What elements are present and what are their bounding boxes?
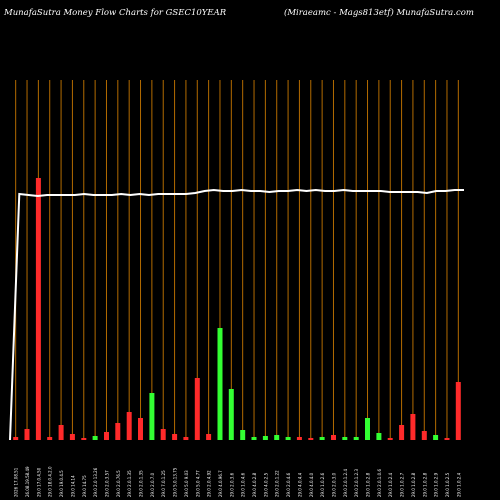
- bar: [126, 412, 132, 440]
- bar: [455, 382, 461, 440]
- bar: [183, 437, 189, 440]
- bar: [92, 436, 98, 440]
- x-tick-label: 29.0 2.0.3.0: [332, 472, 337, 497]
- x-tick-label: 29.0 2.0.3.6: [229, 472, 234, 497]
- bar: [387, 438, 393, 440]
- x-tick-label: 29.0 5.0.13.75: [173, 467, 178, 497]
- bar: [160, 429, 166, 440]
- bar: [331, 435, 336, 440]
- x-tick-label: 29.0 4.0.2.8: [252, 472, 257, 497]
- bar: [274, 435, 280, 440]
- x-tick-label: 29.0 1.0.2.8: [366, 472, 371, 497]
- x-tick-label: 29.0 1.0.4.6: [241, 472, 246, 497]
- bar: [149, 393, 155, 440]
- x-tick-label: 29.0 4.0.96.7: [218, 470, 223, 497]
- bar: [104, 432, 109, 440]
- x-tick-label: 29.0 2.0.7.0: [150, 472, 155, 497]
- x-tick-label: 29.0 1.0.2.7: [400, 472, 405, 497]
- bar: [399, 425, 405, 440]
- bar: [433, 435, 439, 440]
- x-tick-label: 29.0 4.0.4.0: [309, 472, 314, 497]
- x-tick-label: 29.0 2.0 13.26: [93, 467, 98, 497]
- bar: [365, 418, 370, 440]
- x-tick-label: 29.0 1.0.2.8: [422, 472, 427, 497]
- bar: [81, 438, 87, 440]
- bar: [410, 414, 416, 440]
- bar: [444, 438, 450, 440]
- x-tick-label: 29.0 7.0.1.25: [161, 470, 166, 497]
- bar: [35, 178, 41, 440]
- x-tick-label: 29.0 2.0.3.57: [105, 470, 110, 497]
- x-tick-label: 29.0 5.0 4.77: [195, 470, 200, 497]
- chart-subtitle: (Miraeamc - Mags813etf) MunafaSutra.com: [284, 8, 474, 18]
- bar: [262, 436, 268, 440]
- bar: [296, 437, 302, 440]
- x-tick-label: 29.0 2.0.1.35: [139, 470, 144, 497]
- x-tick-label: 29.0 1.0.2.8: [411, 472, 416, 497]
- bar: [13, 437, 19, 440]
- x-tick-label: 2026 17.08.51: [14, 467, 19, 497]
- x-tick-label: 29.0 18.0.4.2.0: [48, 466, 53, 497]
- chart-title: MunafaSutra Money Flow Charts for GSEC10…: [4, 8, 227, 18]
- x-axis-labels: 2026 17.08.51 26.08.19.58.49 29.0 17.0.4.5…: [14, 466, 462, 497]
- x-tick-label: 29.0 2.0.1.2.4: [343, 469, 348, 497]
- bar: [228, 389, 234, 440]
- bar: [251, 437, 257, 440]
- x-tick-label: 29.0 1.0.2.4: [456, 472, 461, 497]
- bar: [172, 434, 178, 440]
- bar: [308, 438, 314, 440]
- bar: [58, 425, 64, 440]
- x-tick-label: 29.0 5.0 9.03: [184, 470, 189, 497]
- x-tick-label: 29.0 1.0.2.4: [388, 472, 393, 497]
- bar: [24, 429, 30, 440]
- x-tick-label: 29.0 2.0.4.92: [207, 470, 212, 497]
- bar: [421, 431, 427, 440]
- x-tick-label: 29.0 2.0.1.22: [275, 470, 280, 497]
- bar: [194, 378, 200, 440]
- bar: [138, 418, 143, 440]
- x-tick-label: 29.0 2.0.76.5: [116, 470, 121, 497]
- bar: [69, 434, 75, 440]
- x-tick-label: 29.0 2.0.1.0.6: [377, 469, 382, 497]
- grid-lines: [15, 80, 459, 440]
- x-tick-label: 29.0 2.0.4.6: [286, 472, 291, 497]
- bar: [240, 430, 246, 440]
- x-tick-label: 29.0 1.0.2.5: [445, 472, 450, 497]
- x-tick-label: 29.0 14.75: [82, 475, 87, 497]
- bar: [342, 437, 348, 440]
- money-flow-line: [9, 188, 464, 441]
- x-tick-label: 29.0 1.0.2.6: [320, 472, 325, 497]
- bar: [319, 437, 325, 440]
- x-tick-label: 29.0 17.0.4.50: [36, 467, 41, 497]
- x-tick-label: 29.0 1.0.2.9: [434, 472, 439, 497]
- x-tick-label: 29.0 4.0.2.5: [263, 472, 268, 497]
- bar: [47, 437, 53, 440]
- line-group: [9, 188, 464, 441]
- bar: [285, 437, 291, 440]
- bar: [115, 423, 121, 440]
- x-tick-label: 29.0 19.0.4.5: [59, 470, 64, 497]
- bar: [217, 328, 223, 440]
- x-tick-label: 29.0 2.0.1.2.3: [354, 469, 359, 497]
- bar: [206, 434, 212, 440]
- x-tick-label: 29.0 2.0.1.35: [127, 470, 132, 497]
- bar: [353, 437, 359, 440]
- bar: [376, 433, 382, 440]
- x-tick-label: 29.0 14.14: [70, 475, 75, 497]
- bars-group: [13, 178, 461, 440]
- x-tick-label: 29.0 4.0.4.4: [297, 472, 302, 497]
- x-tick-label: 26.08.19.58.49: [25, 466, 30, 497]
